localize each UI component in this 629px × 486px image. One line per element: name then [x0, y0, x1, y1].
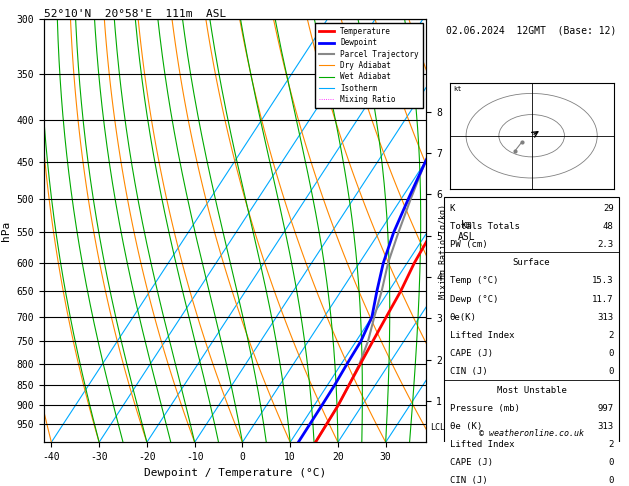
Text: θe(K): θe(K) — [450, 313, 477, 322]
Text: K: K — [450, 204, 455, 213]
Text: 313: 313 — [598, 313, 614, 322]
Text: 2: 2 — [608, 440, 614, 449]
Text: CIN (J): CIN (J) — [450, 476, 487, 486]
Text: Most Unstable: Most Unstable — [497, 385, 567, 395]
Text: 997: 997 — [598, 404, 614, 413]
Text: 2: 2 — [608, 331, 614, 340]
Text: 11.7: 11.7 — [592, 295, 614, 304]
Text: 2.3: 2.3 — [598, 240, 614, 249]
Legend: Temperature, Dewpoint, Parcel Trajectory, Dry Adiabat, Wet Adiabat, Isotherm, Mi: Temperature, Dewpoint, Parcel Trajectory… — [315, 23, 423, 107]
Text: © weatheronline.co.uk: © weatheronline.co.uk — [479, 429, 584, 438]
Text: Mixing Ratio (g/kg): Mixing Ratio (g/kg) — [439, 205, 448, 299]
Text: 02.06.2024  12GMT  (Base: 12): 02.06.2024 12GMT (Base: 12) — [447, 26, 617, 36]
Text: CAPE (J): CAPE (J) — [450, 458, 493, 467]
Text: 0: 0 — [608, 367, 614, 376]
Text: Totals Totals: Totals Totals — [450, 222, 520, 231]
Text: PW (cm): PW (cm) — [450, 240, 487, 249]
Y-axis label: km
ASL: km ASL — [459, 220, 476, 242]
Text: Lifted Index: Lifted Index — [450, 331, 514, 340]
Text: Surface: Surface — [513, 258, 550, 267]
Y-axis label: hPa: hPa — [1, 221, 11, 241]
Text: Pressure (mb): Pressure (mb) — [450, 404, 520, 413]
Text: 0: 0 — [608, 458, 614, 467]
Text: 15.3: 15.3 — [592, 277, 614, 285]
Text: CAPE (J): CAPE (J) — [450, 349, 493, 358]
X-axis label: Dewpoint / Temperature (°C): Dewpoint / Temperature (°C) — [144, 468, 326, 478]
Text: 52°10'N  20°58'E  111m  ASL: 52°10'N 20°58'E 111m ASL — [44, 9, 226, 18]
Text: Temp (°C): Temp (°C) — [450, 277, 498, 285]
Text: θe (K): θe (K) — [450, 422, 482, 431]
Text: 313: 313 — [598, 422, 614, 431]
Text: Dewp (°C): Dewp (°C) — [450, 295, 498, 304]
Text: 0: 0 — [608, 476, 614, 486]
Text: CIN (J): CIN (J) — [450, 367, 487, 376]
Text: Lifted Index: Lifted Index — [450, 440, 514, 449]
Text: 29: 29 — [603, 204, 614, 213]
Text: LCL: LCL — [430, 423, 445, 432]
Text: 0: 0 — [608, 349, 614, 358]
Text: 48: 48 — [603, 222, 614, 231]
